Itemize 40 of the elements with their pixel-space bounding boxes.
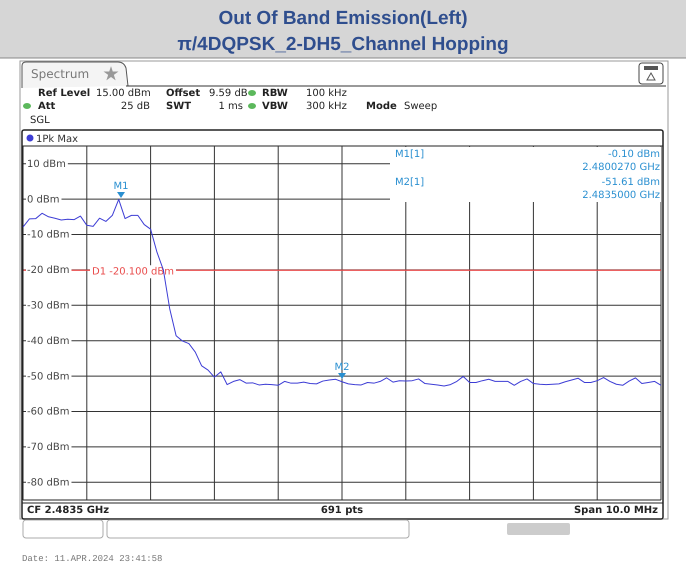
text: Sweep	[404, 101, 438, 112]
text: Att	[38, 101, 56, 112]
text: SWT	[166, 101, 192, 112]
annotation: -51.61 dBm	[602, 177, 660, 188]
annotation: 2.4835000 GHz	[582, 190, 660, 201]
text: Ref Level	[38, 88, 90, 99]
text: 300 kHz	[306, 101, 347, 112]
chart-subtitle: π/4DQPSK_2-DH5_Channel Hopping	[177, 34, 509, 55]
text: Date: 11.APR.2024 23:41:58	[22, 554, 162, 564]
annotation: M1[1]	[395, 149, 424, 160]
text: SGL	[30, 115, 50, 126]
text: Mode	[366, 101, 397, 112]
y-tick-label: -40 dBm	[27, 336, 70, 347]
text: 25 dB	[120, 101, 150, 112]
y-tick-label: 0 dBm	[27, 194, 60, 206]
y-tick-label: -70 dBm	[27, 442, 70, 454]
text: Spectrum	[31, 67, 90, 81]
y-tick-label: -50 dBm	[27, 371, 70, 382]
text: 100 kHz	[306, 88, 347, 99]
text: 1 ms	[218, 101, 243, 112]
annotation: -0.10 dBm	[608, 149, 660, 160]
text: CF 2.4835 GHz	[27, 505, 110, 516]
y-tick-label: -60 dBm	[27, 406, 70, 418]
chart-title: Out Of Band Emission(Left)	[218, 8, 468, 29]
text: Span 10.0 MHz	[574, 505, 658, 516]
annotation: M1	[114, 181, 128, 192]
text: RBW	[262, 88, 288, 99]
text: 9.59 dB	[209, 88, 248, 99]
text: Offset	[166, 88, 200, 99]
y-tick-label: -30 dBm	[27, 300, 70, 312]
legend-label: 1Pk Max	[36, 134, 78, 145]
annotation: 2.4800270 GHz	[582, 162, 660, 173]
text: 691 pts	[320, 505, 364, 516]
annotation: M2[1]	[395, 177, 424, 188]
y-tick-label: -80 dBm	[27, 478, 70, 488]
y-tick-label: -20 dBm	[27, 265, 70, 276]
text: VBW	[262, 101, 288, 112]
y-tick-label: 10 dBm	[27, 158, 66, 170]
text: 15.00 dBm	[96, 88, 151, 99]
y-tick-label: -10 dBm	[27, 230, 70, 241]
